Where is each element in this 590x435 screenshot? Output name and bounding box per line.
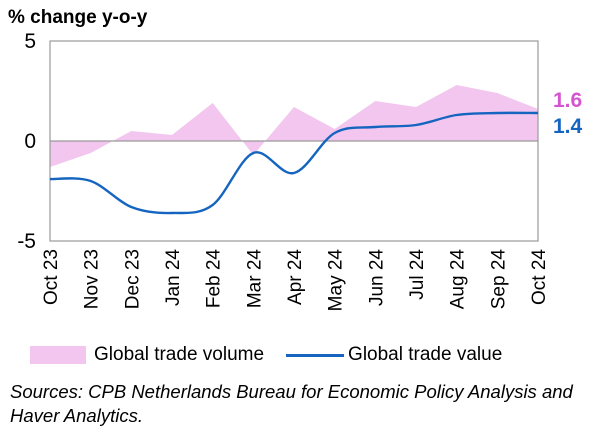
x-tick-label: Feb 24 xyxy=(204,249,225,309)
x-tick-label: Aug 24 xyxy=(448,249,469,310)
x-tick-label: Jan 24 xyxy=(163,249,184,306)
y-tick-label: 0 xyxy=(24,130,36,153)
end-label-value: 1.4 xyxy=(553,115,583,138)
legend-item-value: Global trade value xyxy=(286,344,502,366)
end-label-volume: 1.6 xyxy=(553,89,582,112)
legend-label-value: Global trade value xyxy=(348,344,503,365)
legend-label-volume: Global trade volume xyxy=(94,344,265,365)
x-tick-label: Oct 24 xyxy=(529,249,550,305)
x-tick-label: Jun 24 xyxy=(366,249,387,306)
series-area-global-trade-volume xyxy=(50,85,538,167)
plot-frame xyxy=(49,40,539,242)
x-tick-label: May 24 xyxy=(326,249,347,312)
x-tick-label: Oct 23 xyxy=(41,249,62,305)
legend-swatch-value xyxy=(286,353,345,357)
y-axis-title: % change y-o-y xyxy=(8,7,148,28)
x-tick-label: Dec 23 xyxy=(122,249,143,309)
legend-item-volume: Global trade volume xyxy=(30,344,264,366)
x-tick-label: Sep 24 xyxy=(488,249,509,310)
legend: Global trade volume Global trade value xyxy=(30,342,524,368)
legend-swatch-volume xyxy=(30,346,86,364)
source-note: Sources: CPB Netherlands Bureau for Econ… xyxy=(10,381,573,426)
y-tick-label: 5 xyxy=(24,30,36,53)
x-tick-label: Nov 23 xyxy=(82,249,103,309)
y-tick-label: -5 xyxy=(17,230,36,253)
x-tick-label: Jul 24 xyxy=(407,249,428,300)
x-tick-label: Mar 24 xyxy=(244,249,265,309)
x-tick-label: Apr 24 xyxy=(285,249,306,305)
